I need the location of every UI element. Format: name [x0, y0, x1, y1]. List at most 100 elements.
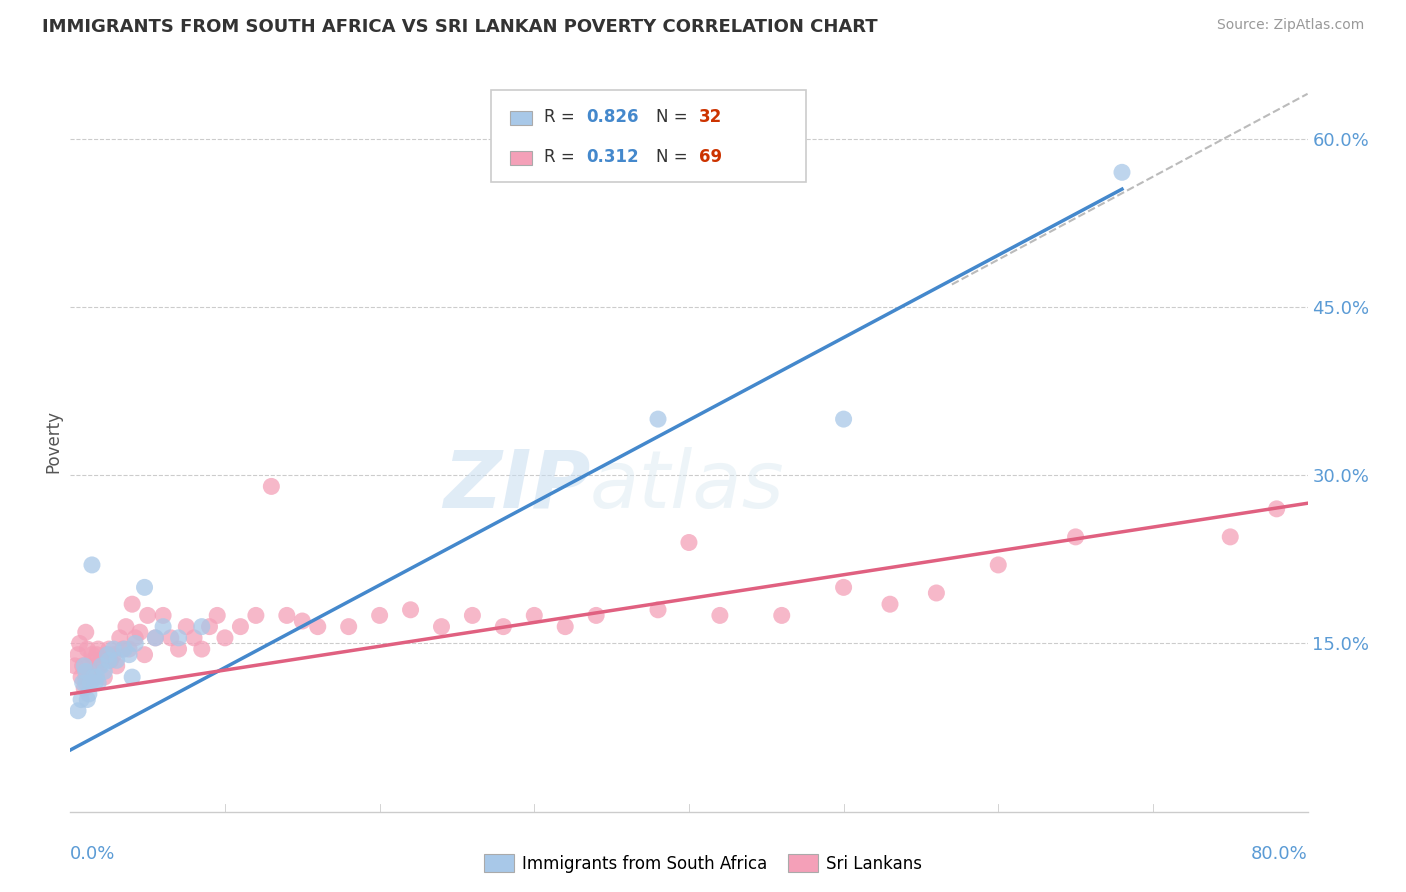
Point: [84, 670, 107, 684]
Point: [207, 608, 229, 623]
Point: [86, 670, 108, 684]
FancyBboxPatch shape: [491, 90, 807, 183]
Point: [100, 653, 122, 667]
Text: atlas: atlas: [591, 447, 785, 525]
Legend: Immigrants from South Africa, Sri Lankans: Immigrants from South Africa, Sri Lankan…: [478, 847, 928, 880]
Point: [67, 704, 90, 718]
Point: [77, 687, 100, 701]
Point: [105, 659, 128, 673]
Point: [492, 619, 515, 633]
Text: 0.312: 0.312: [586, 148, 638, 166]
Point: [554, 619, 576, 633]
Point: [105, 653, 128, 667]
Point: [925, 586, 948, 600]
Point: [93, 665, 115, 679]
Point: [118, 642, 141, 657]
Point: [72, 675, 94, 690]
Point: [337, 619, 360, 633]
Point: [103, 642, 125, 657]
Point: [82, 653, 105, 667]
Point: [75, 625, 97, 640]
Point: [121, 670, 143, 684]
Point: [103, 648, 125, 662]
Point: [1064, 530, 1087, 544]
Point: [73, 659, 96, 673]
Point: [523, 608, 546, 623]
Point: [67, 648, 90, 662]
Point: [709, 608, 731, 623]
Point: [121, 597, 143, 611]
Point: [183, 631, 205, 645]
Point: [84, 675, 107, 690]
Point: [770, 608, 793, 623]
Text: N =: N =: [655, 108, 692, 127]
Point: [167, 631, 190, 645]
Point: [115, 619, 138, 633]
Point: [430, 619, 453, 633]
Point: [145, 631, 166, 645]
Point: [191, 619, 214, 633]
Point: [76, 692, 98, 706]
Point: [98, 653, 120, 667]
Point: [647, 412, 669, 426]
Point: [167, 642, 190, 657]
Point: [69, 636, 91, 650]
Point: [174, 619, 197, 633]
Point: [89, 659, 111, 673]
Text: 0.0%: 0.0%: [70, 845, 115, 863]
Point: [70, 692, 93, 706]
Point: [399, 603, 422, 617]
Text: Source: ZipAtlas.com: Source: ZipAtlas.com: [1216, 18, 1364, 32]
Point: [152, 619, 174, 633]
Point: [111, 642, 134, 657]
Point: [77, 659, 100, 673]
Point: [76, 642, 98, 657]
Point: [70, 670, 93, 684]
Text: 80.0%: 80.0%: [1251, 845, 1308, 863]
Text: R =: R =: [544, 148, 581, 166]
Point: [461, 608, 484, 623]
Point: [79, 670, 101, 684]
Point: [307, 619, 329, 633]
Point: [832, 580, 855, 594]
Point: [75, 665, 97, 679]
Text: N =: N =: [655, 148, 692, 166]
Point: [63, 659, 86, 673]
Point: [198, 619, 221, 633]
Point: [98, 642, 120, 657]
Point: [87, 642, 110, 657]
Point: [1219, 530, 1241, 544]
Point: [108, 631, 131, 645]
Point: [1111, 165, 1133, 179]
Point: [678, 535, 700, 549]
FancyBboxPatch shape: [509, 112, 531, 125]
Point: [73, 681, 96, 696]
Point: [260, 479, 283, 493]
Point: [647, 603, 669, 617]
Point: [75, 670, 97, 684]
Point: [124, 636, 146, 650]
Point: [82, 670, 105, 684]
Point: [134, 648, 156, 662]
Point: [86, 648, 108, 662]
FancyBboxPatch shape: [509, 152, 531, 165]
Point: [129, 625, 152, 640]
Point: [191, 642, 214, 657]
Point: [276, 608, 298, 623]
Point: [214, 631, 236, 645]
Point: [96, 648, 118, 662]
Y-axis label: Poverty: Poverty: [44, 410, 62, 473]
Point: [152, 608, 174, 623]
Point: [79, 675, 101, 690]
Point: [114, 642, 135, 657]
Point: [96, 648, 118, 662]
Point: [245, 608, 267, 623]
Text: IMMIGRANTS FROM SOUTH AFRICA VS SRI LANKAN POVERTY CORRELATION CHART: IMMIGRANTS FROM SOUTH AFRICA VS SRI LANK…: [42, 18, 877, 36]
Point: [93, 670, 115, 684]
Point: [136, 608, 159, 623]
Point: [832, 412, 855, 426]
Point: [87, 675, 110, 690]
Point: [124, 631, 146, 645]
Text: R =: R =: [544, 108, 581, 127]
Point: [368, 608, 391, 623]
